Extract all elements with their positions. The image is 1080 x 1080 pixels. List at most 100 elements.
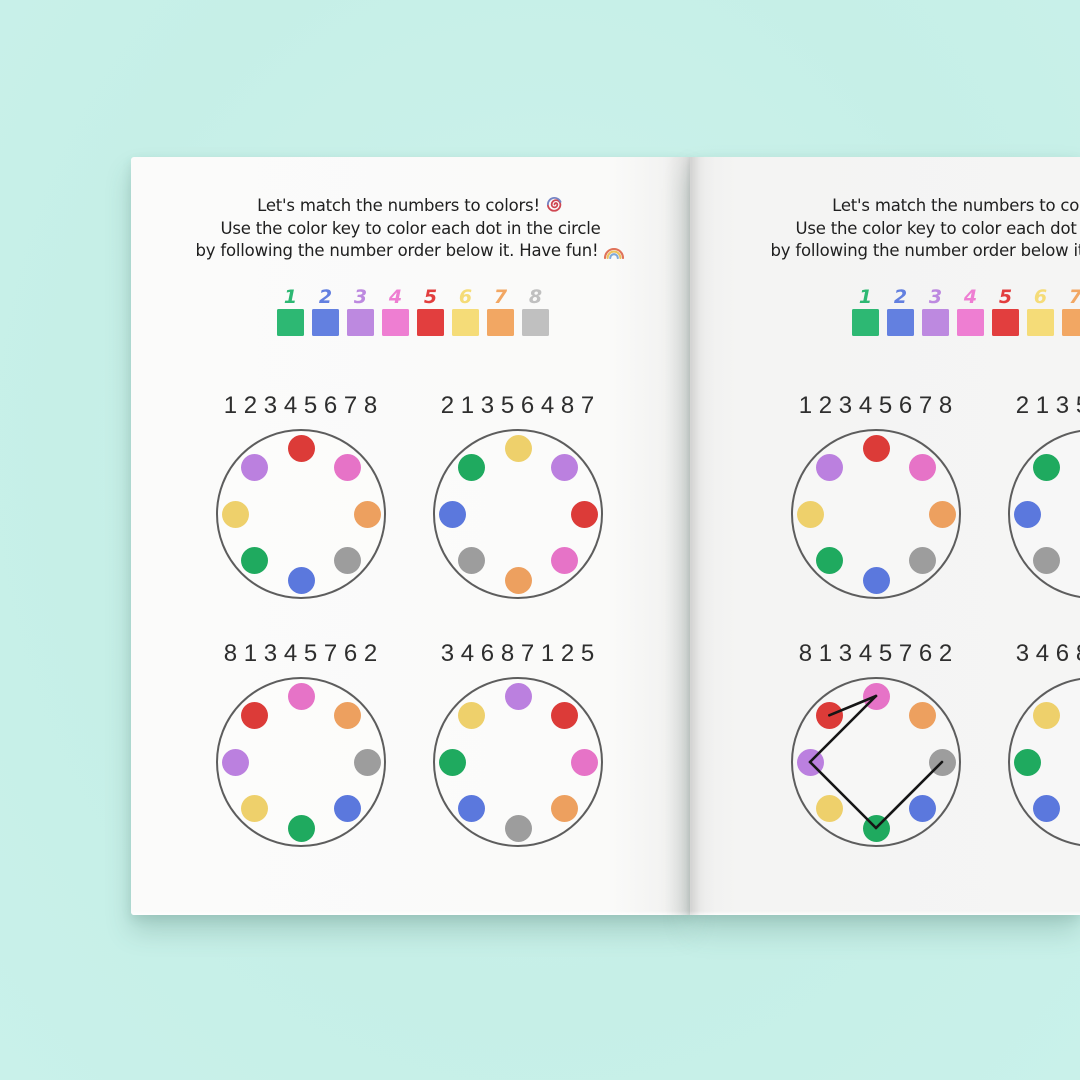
solution-line: [828, 694, 878, 717]
dot-blue-bottom-left: [457, 795, 485, 823]
page-content-right: Let's match the numbers to colors! Use t…: [706, 157, 1080, 915]
color-key-number: 6: [458, 286, 473, 308]
dot-purple-top-left: [815, 453, 843, 481]
puzzle-1: 1 2 3 4 5 6 7 8: [191, 392, 411, 624]
dot-blue-left: [438, 500, 466, 528]
dot-red-top-left: [240, 701, 268, 729]
puzzle-sequence: 2 1 3 5 6 4 8 7: [440, 392, 596, 419]
puzzle-sequence: 2 1 3 5 6 4 8 7: [1015, 392, 1080, 419]
color-key-item-pink: 4: [957, 285, 984, 336]
dot-pink-top-right: [909, 453, 937, 481]
dot-blue-bottom-right: [909, 795, 937, 823]
color-key-item-blue: 2: [312, 285, 339, 336]
dot-blue-bottom: [287, 566, 315, 594]
dot-gray-bottom: [504, 814, 532, 842]
puzzle-4: 3 4 6 8 7 1 2 5: [983, 640, 1080, 872]
instruction-line-2: Use the color key to color each dot in t…: [131, 218, 690, 241]
dot-gray-bottom-left: [1032, 547, 1060, 575]
instruction-text: Let's match the numbers to colors!: [257, 196, 540, 215]
color-key-item-yellow: 6: [1027, 285, 1054, 336]
puzzle-sequence: 8 1 3 4 5 7 6 2: [223, 640, 379, 667]
color-key-swatch-blue: [312, 309, 339, 336]
color-key-item-pink: 4: [382, 285, 409, 336]
dot-orange-right: [928, 500, 956, 528]
instruction-text: by following the number order below it. …: [770, 241, 1080, 260]
instruction-line-3: by following the number order below it. …: [131, 240, 690, 263]
puzzle-sequence: 3 4 6 8 7 1 2 5: [1015, 640, 1080, 667]
dot-green-bottom-left: [815, 547, 843, 575]
color-key-item-yellow: 6: [452, 285, 479, 336]
instruction-line-3: by following the number order below it. …: [706, 240, 1080, 263]
color-key-number: 6: [1033, 286, 1048, 308]
dot-purple-top: [504, 682, 532, 710]
dot-green-bottom-left: [240, 547, 268, 575]
color-key-number: 4: [388, 286, 403, 308]
puzzle-sequence: 3 4 6 8 7 1 2 5: [440, 640, 596, 667]
dot-blue-bottom-left: [1032, 795, 1060, 823]
dot-purple-top-right: [551, 453, 579, 481]
dot-gray-bottom-left: [457, 547, 485, 575]
puzzle-sequence: 1 2 3 4 5 6 7 8: [223, 392, 379, 419]
color-key-number: 3: [928, 286, 943, 308]
color-key-number: 7: [1062, 285, 1080, 309]
book-page-left: Let's match the numbers to colors! Use t…: [131, 157, 690, 915]
rainbow-icon: [604, 247, 625, 259]
puzzle-3: 8 1 3 4 5 7 6 2: [766, 640, 986, 872]
puzzle-2: 2 1 3 5 6 4 8 7: [408, 392, 628, 624]
dot-blue-left: [1013, 500, 1041, 528]
color-key-swatch-orange: [487, 309, 514, 336]
color-key-item-purple: 3: [347, 285, 374, 336]
dot-green-left: [438, 748, 466, 776]
dot-green-bottom: [287, 814, 315, 842]
dot-yellow-top-left: [457, 701, 485, 729]
dot-pink-right: [570, 748, 598, 776]
dot-pink-top: [287, 682, 315, 710]
color-key-number: 8: [528, 286, 543, 308]
dot-orange-right: [353, 500, 381, 528]
color-key-item-gray: 8: [522, 285, 549, 336]
dot-gray-bottom-right: [334, 547, 362, 575]
color-key-number: 5: [423, 286, 438, 308]
dot-yellow-bottom-left: [815, 795, 843, 823]
dot-gray-right: [353, 748, 381, 776]
color-key-number: 2: [318, 286, 333, 308]
color-key-swatch-gray: [522, 309, 549, 336]
instruction-text: Use the color key to color each dot in t…: [220, 218, 601, 238]
dot-yellow-top: [504, 434, 532, 462]
puzzle-3: 8 1 3 4 5 7 6 2: [191, 640, 411, 872]
color-key-item-red: 5: [417, 285, 444, 336]
color-key-number: 5: [998, 286, 1013, 308]
color-key-swatch-yellow: [452, 309, 479, 336]
color-key-swatch-orange: [1062, 309, 1080, 336]
color-key-item-orange: 7: [1062, 285, 1080, 336]
color-key-number: 4: [963, 286, 978, 308]
puzzle-sequence: 1 2 3 4 5 6 7 8: [798, 392, 954, 419]
worksheet-instructions: Let's match the numbers to colors! Use t…: [131, 195, 690, 263]
color-key-number: 2: [893, 286, 908, 308]
solution-line: [808, 760, 878, 830]
instruction-text: by following the number order below it. …: [195, 241, 599, 260]
dot-purple-left: [221, 748, 249, 776]
color-key-swatch-red: [417, 309, 444, 336]
dot-pink-top-right: [334, 453, 362, 481]
color-key-item-green: 1: [852, 285, 879, 336]
solution-line: [874, 760, 944, 830]
dot-gray-bottom-right: [909, 547, 937, 575]
color-key-swatch-red: [992, 309, 1019, 336]
dot-green-top-left: [1032, 453, 1060, 481]
instruction-line-2: Use the color key to color each dot in t…: [706, 218, 1080, 241]
puzzle-1: 1 2 3 4 5 6 7 8: [766, 392, 986, 624]
dot-orange-top-right: [909, 701, 937, 729]
color-key-number: 7: [493, 286, 508, 308]
color-key-number: 3: [353, 286, 368, 308]
color-key-swatch-yellow: [1027, 309, 1054, 336]
dot-orange-top-right: [334, 701, 362, 729]
dot-yellow-left: [796, 500, 824, 528]
color-key-swatch-green: [277, 309, 304, 336]
dot-green-left: [1013, 748, 1041, 776]
color-key-swatch-green: [852, 309, 879, 336]
worksheet-instructions: Let's match the numbers to colors! Use t…: [706, 195, 1080, 263]
color-key-swatch-blue: [887, 309, 914, 336]
